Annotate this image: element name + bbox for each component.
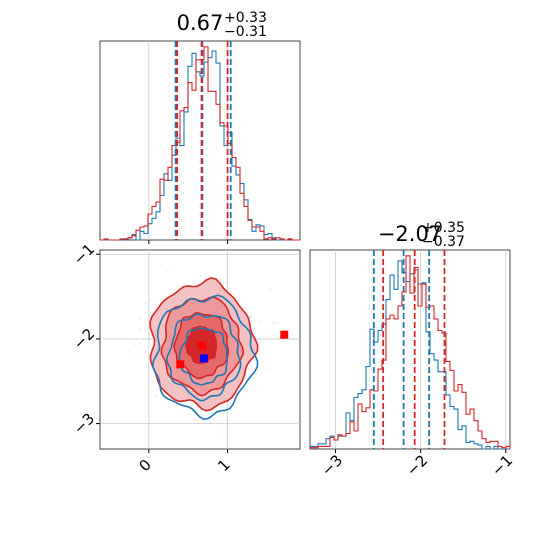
sample-point	[249, 316, 252, 318]
title-x-value: 0.67	[177, 11, 224, 35]
y-tick-label: −1	[70, 240, 98, 268]
sample-point	[167, 270, 169, 272]
x-tick-label: 1	[214, 456, 233, 475]
x-tick-label: −3	[318, 451, 346, 479]
sample-point	[259, 338, 261, 340]
panel-hist-x	[99, 40, 301, 244]
hist-y-red	[309, 255, 511, 449]
sample-point	[139, 327, 142, 330]
sample-point	[155, 394, 157, 397]
hist-x-blue	[100, 50, 300, 241]
sample-point	[145, 351, 147, 353]
marker-red	[280, 330, 289, 339]
svg-text:0.67: 0.67	[177, 11, 224, 35]
title-y-value: −2.07	[378, 222, 442, 246]
sample-point	[152, 379, 154, 382]
panel-frame	[99, 40, 301, 241]
sample-point	[255, 373, 257, 375]
title-x-minus: −0.31	[224, 24, 267, 40]
sample-point	[252, 330, 255, 332]
sample-point	[156, 389, 159, 392]
title-y-plus: +0.35	[422, 220, 465, 236]
sample-point	[269, 335, 272, 338]
sample-point	[145, 302, 147, 305]
sample-point	[200, 274, 202, 277]
svg-text:−2.07: −2.07	[378, 222, 442, 246]
marker-red	[198, 341, 207, 350]
sample-point	[129, 350, 131, 353]
x-tick-label: 0	[136, 456, 155, 475]
sample-point	[138, 318, 141, 320]
panel-2d: 0 1 −3 −2 −1	[70, 240, 301, 475]
sample-point	[164, 402, 166, 404]
sample-point	[275, 321, 278, 324]
sample-point	[250, 315, 252, 318]
sample-point	[269, 288, 272, 290]
contour-blue	[151, 294, 259, 421]
marker-red	[176, 360, 185, 369]
sample-point	[225, 281, 227, 284]
title-x-plus: +0.33	[224, 10, 267, 26]
sample-point	[177, 286, 180, 289]
sample-point	[272, 322, 274, 324]
sample-point	[247, 368, 250, 370]
sample-point	[199, 275, 201, 278]
panel-hist-y: −3 −2 −1	[309, 249, 516, 480]
contour-blue	[165, 313, 242, 402]
y-tick-label: −3	[70, 409, 98, 437]
sample-point	[194, 419, 196, 421]
sample-point	[263, 335, 265, 337]
contour-blue	[178, 327, 228, 386]
title-y-minus: −0.37	[422, 234, 465, 250]
sample-point	[130, 342, 133, 345]
sample-point	[150, 311, 152, 314]
sample-point	[164, 289, 166, 292]
y-tick-label: −2	[70, 325, 98, 353]
hist-x-red	[100, 46, 300, 241]
x-tick-label: −1	[488, 451, 516, 479]
sample-point	[235, 399, 238, 402]
marker-blue	[199, 354, 208, 363]
sample-point	[244, 388, 247, 391]
sample-point	[139, 342, 142, 345]
sample-point	[217, 431, 220, 433]
sample-point	[246, 389, 249, 392]
x-tick-label: −2	[403, 451, 431, 479]
sample-point	[259, 321, 261, 323]
sample-point	[219, 412, 222, 415]
